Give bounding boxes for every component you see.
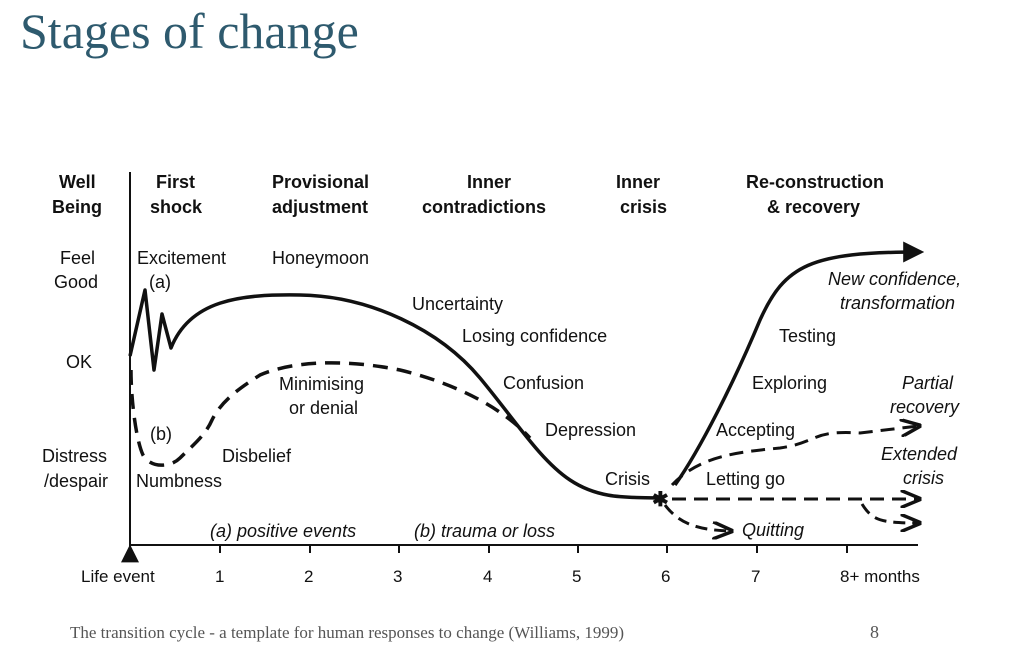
header-reconstruction-2: & recovery bbox=[767, 197, 860, 217]
header-first-shock-1: First bbox=[156, 172, 195, 192]
tick-6: 6 bbox=[661, 567, 670, 586]
positive-events-curve bbox=[128, 288, 659, 500]
label-disbelief: Disbelief bbox=[222, 446, 292, 466]
header-well-being-1: Well bbox=[59, 172, 96, 192]
tick-life-event: Life event bbox=[81, 567, 155, 586]
label-exploring: Exploring bbox=[752, 373, 827, 393]
tick-4: 4 bbox=[483, 567, 492, 586]
label-partial-recovery-1: Partial bbox=[902, 373, 954, 393]
tick-5: 5 bbox=[572, 567, 581, 586]
extended-crisis-lower-path bbox=[860, 503, 918, 523]
label-confusion: Confusion bbox=[503, 373, 584, 393]
label-a: (a) bbox=[149, 272, 171, 292]
label-extended-crisis-2: crisis bbox=[903, 468, 944, 488]
label-accepting: Accepting bbox=[716, 420, 795, 440]
trauma-curve bbox=[129, 361, 532, 467]
level-ok: OK bbox=[66, 352, 92, 372]
label-numbness: Numbness bbox=[136, 471, 222, 491]
label-new-confidence-2: transformation bbox=[840, 293, 955, 313]
label-new-confidence-1: New confidence, bbox=[828, 269, 961, 289]
label-depression: Depression bbox=[545, 420, 636, 440]
label-partial-recovery-2: recovery bbox=[890, 397, 960, 417]
label-b: (b) bbox=[150, 424, 172, 444]
x-axis-ticks bbox=[219, 545, 848, 553]
transformation-curve bbox=[673, 241, 925, 487]
page-number: 8 bbox=[870, 622, 879, 642]
partial-recovery-path bbox=[670, 426, 918, 487]
tick-3: 3 bbox=[393, 567, 402, 586]
tick-2: 2 bbox=[304, 567, 313, 586]
label-crisis: Crisis bbox=[605, 469, 650, 489]
label-trauma: (b) trauma or loss bbox=[414, 521, 555, 541]
level-feel-good-2: Good bbox=[54, 272, 98, 292]
header-first-shock-2: shock bbox=[150, 197, 203, 217]
header-inner-contradictions-1: Inner bbox=[467, 172, 511, 192]
label-quitting: Quitting bbox=[742, 520, 804, 540]
label-letting-go: Letting go bbox=[706, 469, 785, 489]
label-testing: Testing bbox=[779, 326, 836, 346]
level-distress-2: /despair bbox=[44, 471, 108, 491]
label-uncertainty: Uncertainty bbox=[412, 294, 503, 314]
header-inner-crisis-1: Inner bbox=[616, 172, 660, 192]
label-minimising-2: or denial bbox=[289, 398, 358, 418]
slide-footer: The transition cycle - a template for hu… bbox=[70, 623, 625, 642]
header-reconstruction-1: Re-construction bbox=[746, 172, 884, 192]
tick-8-months: 8+ months bbox=[840, 567, 920, 586]
header-provisional-2: adjustment bbox=[272, 197, 368, 217]
level-feel-good-1: Feel bbox=[60, 248, 95, 268]
tick-1: 1 bbox=[215, 567, 224, 586]
header-inner-contradictions-2: contradictions bbox=[422, 197, 546, 217]
label-honeymoon: Honeymoon bbox=[272, 248, 369, 268]
header-well-being-2: Being bbox=[52, 197, 102, 217]
label-excitement: Excitement bbox=[137, 248, 226, 268]
slide-title: Stages of change bbox=[20, 3, 359, 59]
label-extended-crisis-1: Extended bbox=[881, 444, 958, 464]
quitting-path bbox=[663, 504, 730, 531]
tick-7: 7 bbox=[751, 567, 760, 586]
label-losing-confidence: Losing confidence bbox=[462, 326, 607, 346]
header-provisional-1: Provisional bbox=[272, 172, 369, 192]
level-distress-1: Distress bbox=[42, 446, 107, 466]
label-minimising-1: Minimising bbox=[279, 374, 364, 394]
header-inner-crisis-2: crisis bbox=[620, 197, 667, 217]
label-positive-events: (a) positive events bbox=[210, 521, 356, 541]
